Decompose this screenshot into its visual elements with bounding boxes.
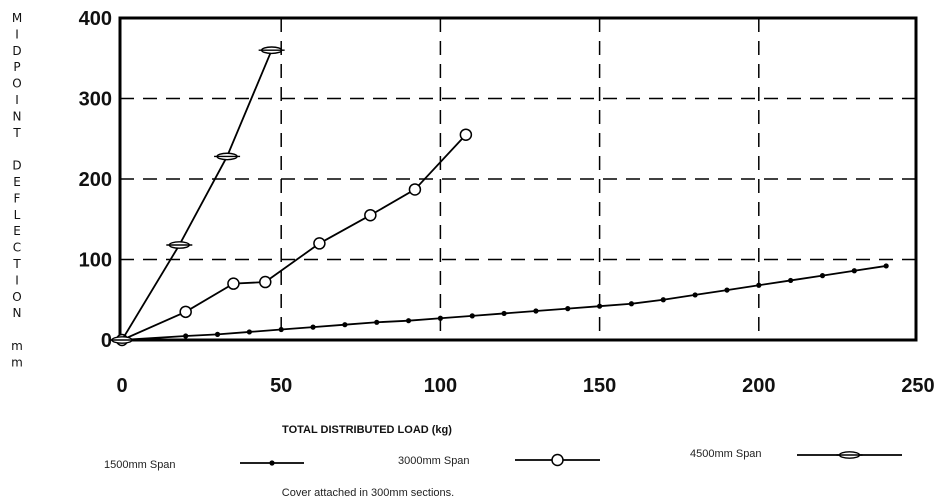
legend-item: 3000mm Span: [398, 453, 600, 467]
y-label-letter: M: [12, 11, 22, 25]
x-tick-labels: 0 50 100 150 200 250: [116, 375, 934, 397]
series-4500mm-span: [109, 46, 285, 344]
data-point: [756, 282, 762, 288]
series-layer: [109, 46, 889, 347]
data-point: [342, 322, 348, 328]
data-point: [459, 128, 473, 141]
data-point: [408, 183, 422, 196]
y-label-letter: m: [11, 339, 23, 353]
grid-lines: [120, 18, 916, 340]
data-point: [565, 306, 571, 312]
data-point: [313, 237, 326, 250]
legend-label: 3000mm Span: [398, 455, 470, 467]
data-point: [628, 301, 635, 307]
data-point: [819, 273, 826, 279]
x-tick-label: 0: [116, 375, 127, 397]
data-point: [374, 319, 380, 325]
y-tick-label: 300: [79, 89, 112, 111]
y-label-letter: P: [13, 60, 20, 74]
legend-label: 4500mm Span: [690, 448, 762, 460]
y-label-letter: m: [11, 355, 23, 369]
y-label-letter: I: [15, 27, 19, 41]
y-label-letter: E: [13, 175, 21, 189]
data-point: [469, 313, 475, 319]
y-label-letter: T: [12, 257, 21, 271]
x-tick-label: 50: [270, 375, 292, 397]
data-point: [551, 453, 564, 467]
data-point: [851, 268, 857, 274]
data-point: [692, 292, 698, 298]
data-point: [660, 297, 666, 303]
y-label-letter: L: [14, 208, 21, 222]
data-point: [597, 303, 603, 309]
x-tick-label: 100: [424, 375, 457, 397]
data-point: [183, 333, 189, 339]
y-label-letter: O: [12, 290, 21, 304]
y-label-letter: T: [12, 126, 21, 140]
data-point: [405, 318, 412, 324]
data-point: [533, 308, 539, 314]
series-line: [121, 134, 467, 341]
y-label-letter: F: [14, 191, 21, 205]
legend-item: 1500mm Span: [104, 459, 304, 471]
data-point: [883, 263, 889, 269]
data-point: [259, 275, 272, 289]
y-label-letter: D: [12, 159, 21, 173]
data-point: [278, 326, 284, 333]
y-label-letter: N: [13, 109, 22, 123]
data-point: [364, 208, 377, 222]
data-point: [269, 460, 275, 466]
data-point: [214, 331, 221, 337]
x-tick-label: 200: [742, 375, 775, 397]
y-label-letter: I: [15, 93, 19, 107]
y-label-letter: D: [12, 44, 21, 58]
x-axis-label: TOTAL DISTRIBUTED LOAD (kg): [282, 424, 452, 436]
y-label-letter: C: [13, 241, 21, 255]
legend: 1500mm Span 3000mm Span 4500mm Span: [104, 448, 902, 471]
y-tick-label: 400: [79, 8, 112, 30]
y-tick-labels: 0 100 200 300 400: [79, 8, 112, 352]
legend-item: 4500mm Span: [690, 448, 902, 460]
y-tick-label: 0: [101, 330, 112, 352]
x-tick-label: 250: [901, 375, 934, 397]
series-1500mm-span: [119, 263, 889, 343]
data-point: [437, 315, 443, 321]
y-tick-label: 200: [79, 169, 112, 191]
y-tick-label: 100: [79, 250, 112, 272]
series-line: [121, 265, 887, 341]
data-point: [310, 324, 316, 330]
y-label-letter: I: [15, 273, 19, 287]
y-label-letter: N: [13, 306, 22, 320]
y-label-letter: O: [12, 77, 21, 91]
series-3000mm-span: [115, 128, 473, 347]
series-line: [121, 49, 273, 341]
data-point: [501, 310, 507, 317]
chart-note: Cover attached in 300mm sections.: [282, 487, 454, 499]
data-point: [724, 287, 730, 293]
data-point: [227, 277, 240, 290]
data-point: [246, 329, 252, 335]
legend-label: 1500mm Span: [104, 459, 176, 471]
data-point: [179, 305, 192, 319]
x-tick-label: 150: [583, 375, 616, 397]
y-label-letter: E: [13, 224, 21, 238]
data-point: [788, 277, 794, 284]
